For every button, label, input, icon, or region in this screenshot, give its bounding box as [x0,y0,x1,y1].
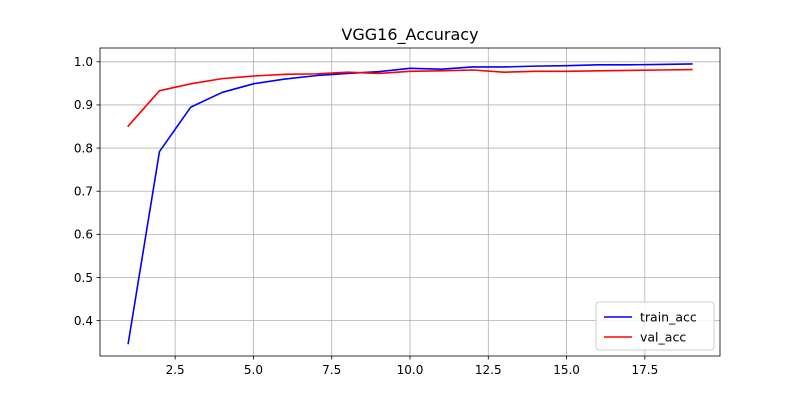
series-line-val-acc [127,68,693,128]
x-tick-label: 7.5 [322,363,341,377]
legend-label: train_acc [640,310,697,325]
y-tick-label: 0.4 [74,314,93,328]
legend-label: val_acc [640,330,686,345]
x-tick-label: 15.0 [553,363,580,377]
grid [100,48,720,356]
x-tick-label: 5.0 [244,363,263,377]
series-line-train-acc [127,63,693,345]
y-tick-label: 1.0 [74,55,93,69]
x-tick-label: 12.5 [475,363,502,377]
x-tick-label: 2.5 [166,363,185,377]
legend-box [595,301,715,351]
y-tick-label: 0.5 [74,271,93,285]
legend[interactable]: train_acc val_acc [595,301,715,351]
x-tick-label: 10.0 [397,363,424,377]
series-layer [127,63,693,345]
y-tick-label: 0.9 [74,98,93,112]
y-tick-label: 0.6 [74,228,93,242]
y-tick-label: 0.8 [74,141,93,155]
ticks: 2.5 5.0 7.5 10.0 12.5 15.0 17.5 0.4 0.5 0.6 0.7 0.8… [74,55,658,377]
x-tick-label: 17.5 [631,363,658,377]
chart-title: VGG16_Accuracy [341,25,478,45]
y-tick-label: 0.7 [74,185,93,199]
